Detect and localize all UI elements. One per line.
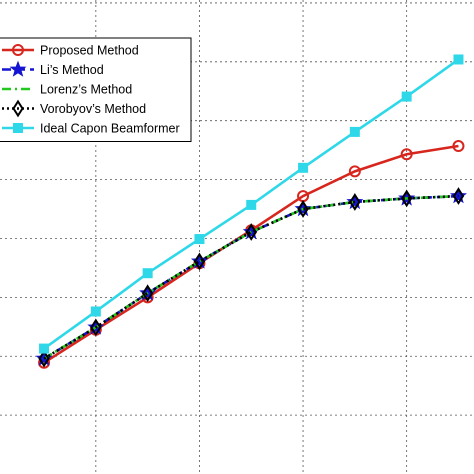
marker (453, 54, 464, 65)
marker (349, 126, 360, 137)
legend-marker (12, 99, 24, 118)
marker (348, 165, 361, 178)
legend-marker (9, 60, 27, 77)
legend: Proposed Method Li’s Method Lorenz’s Metho… (0, 37, 192, 142)
marker (349, 193, 361, 211)
marker (401, 91, 412, 102)
marker (452, 140, 465, 153)
marker (38, 349, 50, 368)
marker (190, 252, 208, 269)
plot-area (35, 54, 467, 369)
series-line (43, 194, 459, 360)
marker (141, 284, 154, 303)
legend-label: Vorobyov’s Method (40, 102, 146, 116)
marker (142, 268, 153, 279)
marker (297, 200, 309, 218)
legend-label: Proposed Method (40, 43, 139, 57)
marker (194, 234, 205, 245)
marker (245, 223, 257, 241)
marker (400, 189, 413, 208)
marker (193, 252, 206, 271)
marker (298, 162, 309, 173)
marker (90, 306, 101, 317)
legend-marker (13, 123, 23, 133)
series-line (43, 194, 459, 360)
marker (400, 148, 413, 161)
legend-label: Ideal Capon Beamformer (40, 121, 180, 135)
series-line (43, 194, 459, 360)
series-line (43, 144, 459, 364)
marker (39, 343, 50, 354)
legend-label: Lorenz’s Method (40, 82, 132, 96)
legend-label: Li’s Method (40, 63, 104, 77)
marker (452, 187, 465, 205)
marker (90, 318, 102, 337)
legend-marker (12, 44, 24, 56)
marker (246, 199, 257, 210)
marker (449, 187, 467, 204)
legend-box (0, 37, 192, 142)
